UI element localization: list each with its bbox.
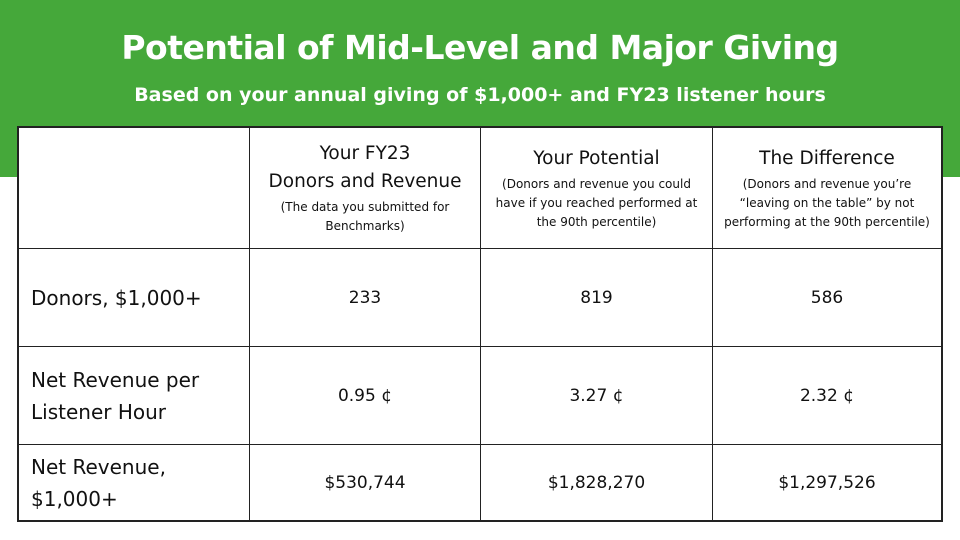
- column-note-line: (Donors and revenue you could: [502, 176, 691, 191]
- row-label-net-revenue: Net Revenue, $1,000+: [19, 445, 250, 520]
- table-cell: $1,828,270: [481, 445, 713, 520]
- row-label-line: Donors, $1,000+: [31, 285, 202, 310]
- column-title-line: Your FY23: [319, 143, 411, 164]
- column-title-line: Donors and Revenue: [268, 171, 462, 192]
- table-cell: 3.27 ¢: [481, 347, 713, 445]
- table-cell: $1,297,526: [778, 472, 876, 493]
- row-label-line: Listener Hour: [31, 399, 166, 424]
- page-subtitle: Based on your annual giving of $1,000+ a…: [134, 84, 826, 106]
- column-header-potential: Your Potential (Donors and revenue you c…: [481, 128, 713, 249]
- table-cell: 0.95 ¢: [250, 347, 481, 445]
- column-note-line: have if you reached performed at: [495, 195, 698, 210]
- row-label-revenue-per-hour: Net Revenue per Listener Hour: [19, 347, 250, 445]
- table-cell: 819: [481, 249, 713, 347]
- table-cell: 2.32 ¢: [713, 347, 941, 445]
- row-label-line: Net Revenue per: [31, 367, 200, 392]
- column-note-line: “leaving on the table” by not: [739, 195, 915, 210]
- row-label-donors: Donors, $1,000+: [19, 249, 250, 347]
- table-corner-cell: [19, 128, 250, 249]
- table-cell: 233: [250, 249, 481, 347]
- column-note: (Donors and revenue you could have if yo…: [496, 175, 698, 232]
- column-title-line: The Difference: [759, 147, 895, 169]
- table-cell: 586: [713, 249, 941, 347]
- page-title: Potential of Mid-Level and Major Giving: [121, 28, 839, 67]
- column-note-line: performing at the 90th percentile): [724, 214, 930, 229]
- column-header-difference: The Difference (Donors and revenue you’r…: [713, 128, 941, 249]
- row-label-line: $1,000+: [31, 486, 118, 511]
- column-title-line: Your Potential: [533, 147, 660, 169]
- table-cell: $530,744: [250, 445, 481, 520]
- row-label-line: Net Revenue,: [31, 454, 166, 479]
- column-note: (Donors and revenue you’re “leaving on t…: [724, 175, 930, 232]
- column-note: (The data you submitted for Benchmarks): [281, 198, 450, 236]
- column-note-line: Benchmarks): [325, 219, 405, 233]
- giving-potential-table: Your FY23 Donors and Revenue (The data y…: [17, 126, 943, 522]
- column-note-line: (The data you submitted for: [280, 200, 450, 214]
- column-note-line: the 90th percentile): [536, 214, 657, 229]
- column-note-line: (Donors and revenue you’re: [742, 176, 912, 191]
- column-header-fy23: Your FY23 Donors and Revenue (The data y…: [250, 128, 481, 249]
